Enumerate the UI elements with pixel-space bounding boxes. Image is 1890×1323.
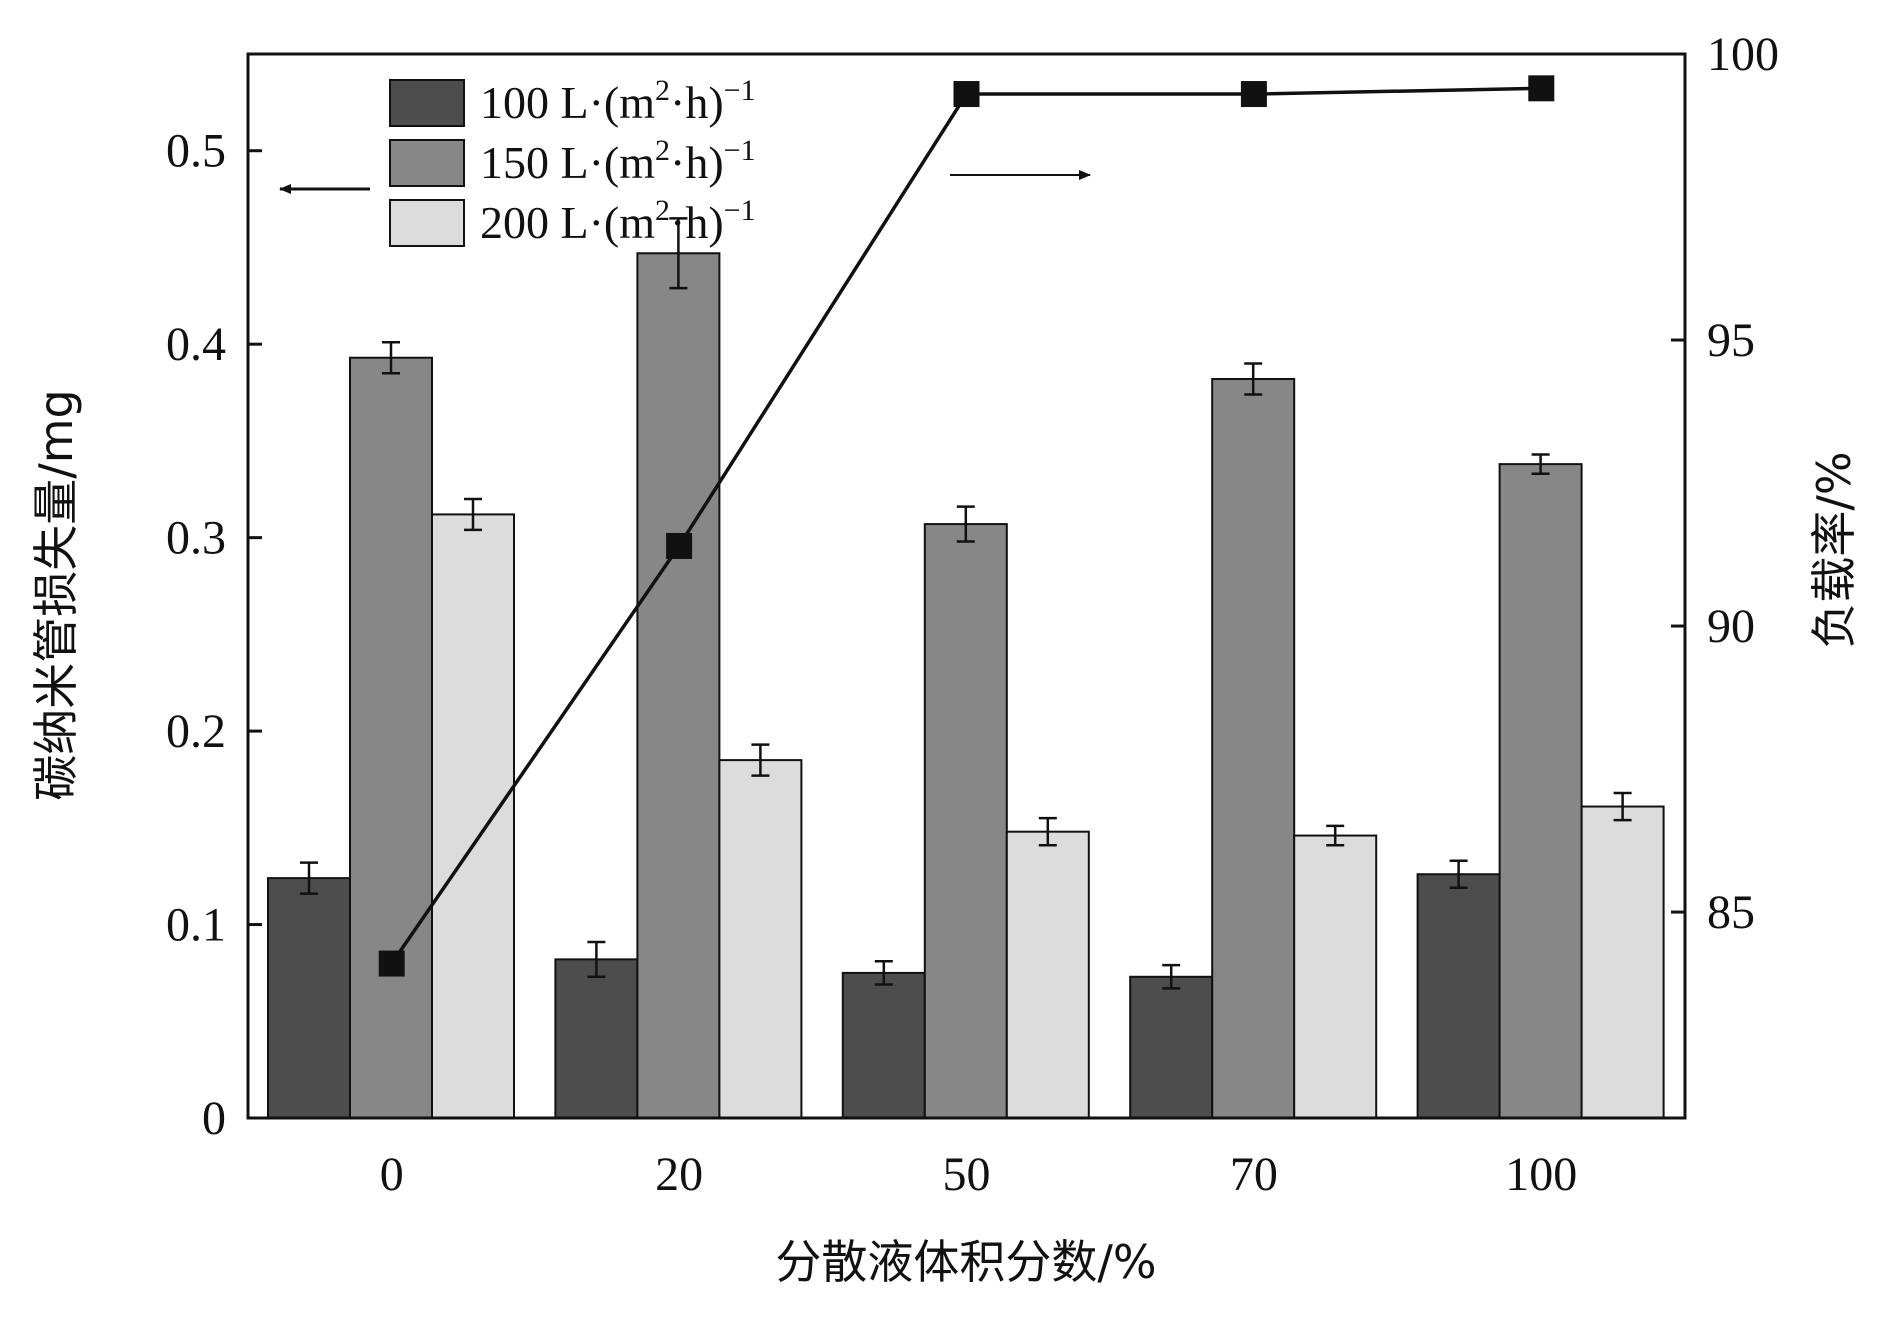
- bar: [1129, 975, 1214, 1120]
- legend: 100 L·(m2·h)−1 150 L·(m2·h)−1 200 L·(m2·h)…: [389, 74, 756, 248]
- line-series-layer: [378, 75, 1555, 977]
- right-tick-label: 85: [1707, 886, 1755, 939]
- bar: [1498, 463, 1583, 1119]
- bar: [554, 958, 639, 1119]
- bars-layer: [267, 252, 1665, 1120]
- right-axis: 85 90 95 100: [1671, 28, 1779, 939]
- x-axis: 0 20 50 70 100: [380, 1148, 1578, 1201]
- left-tick-label: 0: [202, 1092, 226, 1145]
- bar: [1580, 805, 1665, 1120]
- right-tick-label: 95: [1707, 314, 1755, 367]
- line-point: [378, 950, 405, 977]
- bar: [718, 759, 803, 1119]
- bar: [431, 513, 515, 1119]
- left-tick-label: 0.4: [166, 318, 226, 371]
- left-axis: 0 0.1 0.2 0.3 0.4 0.5: [166, 125, 262, 1145]
- bar: [267, 877, 351, 1120]
- x-tick-label: 50: [943, 1148, 991, 1201]
- line-point: [1528, 75, 1555, 102]
- x-tick-label: 100: [1505, 1148, 1577, 1201]
- bar: [1416, 873, 1501, 1119]
- bar: [841, 971, 926, 1120]
- left-tick-label: 0.5: [166, 125, 226, 178]
- line-point: [1240, 81, 1267, 108]
- legend-label: 150 L·(m2·h)−1: [480, 134, 756, 188]
- left-tick-label: 0.3: [166, 512, 226, 565]
- left-axis-title: 碳纳米管损失量/mg: [29, 389, 83, 801]
- x-tick-label: 20: [655, 1148, 703, 1201]
- line-point: [666, 532, 693, 559]
- right-tick-label: 90: [1707, 600, 1755, 653]
- error-bars-layer: [300, 217, 1632, 990]
- legend-label: 200 L·(m2·h)−1: [480, 194, 756, 248]
- bar: [1293, 834, 1378, 1119]
- legend-label: 100 L·(m2·h)−1: [480, 74, 756, 128]
- bar: [1211, 378, 1296, 1119]
- left-tick-label: 0.1: [166, 899, 226, 952]
- bar: [636, 252, 721, 1119]
- legend-swatch: [389, 199, 465, 247]
- plot-frame: [246, 52, 1687, 1120]
- legend-swatch: [389, 79, 465, 127]
- x-axis-title: 分散液体积分数/%: [775, 1235, 1156, 1289]
- right-axis-title: 负载率/%: [1807, 451, 1861, 648]
- bar: [1005, 830, 1090, 1119]
- left-tick-label: 0.2: [166, 705, 226, 758]
- x-tick-label: 70: [1230, 1148, 1278, 1201]
- line-point: [953, 81, 980, 108]
- legend-swatch: [389, 139, 465, 187]
- bar: [349, 356, 433, 1119]
- bar: [923, 523, 1008, 1119]
- x-tick-label: 0: [380, 1148, 404, 1201]
- right-tick-label: 100: [1707, 28, 1779, 81]
